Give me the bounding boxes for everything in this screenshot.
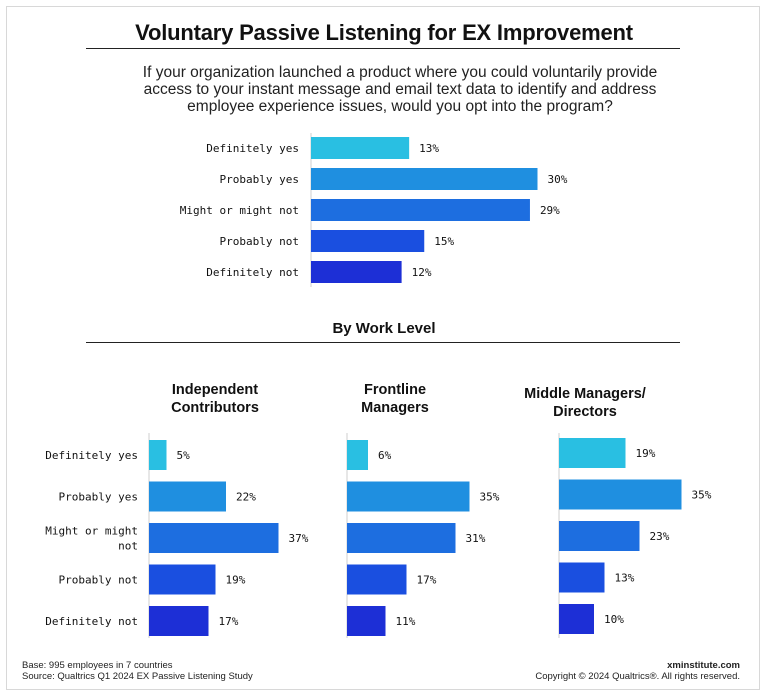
- bar: [559, 479, 682, 510]
- bar: [347, 440, 368, 470]
- data-label: 13%: [419, 142, 439, 155]
- category-label: Probably not: [59, 574, 138, 587]
- bar: [347, 523, 456, 553]
- data-label: 11%: [396, 615, 416, 628]
- data-label: 12%: [412, 266, 432, 279]
- panel-title-line: Directors: [553, 404, 617, 420]
- category-label: Definitely not: [45, 615, 138, 628]
- data-label: 17%: [219, 615, 239, 628]
- panel-title-independent-contributors: Independent Contributors: [140, 381, 290, 417]
- category-label: Definitely yes: [45, 449, 138, 462]
- footer-base: Base: 995 employees in 7 countries: [22, 660, 173, 671]
- category-label: Might or might not: [45, 525, 138, 553]
- bar: [149, 523, 279, 553]
- data-label: 17%: [417, 574, 437, 587]
- bar: [149, 481, 226, 512]
- category-label: Probably yes: [59, 491, 138, 504]
- data-label: 23%: [650, 530, 670, 543]
- chart-title: Voluntary Passive Listening for EX Impro…: [135, 20, 633, 45]
- category-label: Definitely not: [206, 266, 299, 279]
- data-label: 22%: [236, 491, 256, 504]
- category-label: Probably not: [220, 235, 299, 248]
- bar: [559, 521, 640, 551]
- footer-brand: xminstitute.com: [667, 660, 740, 671]
- data-label: 35%: [480, 491, 500, 504]
- section-subtitle: By Work Level: [332, 320, 436, 337]
- panel-title-middle-managers: Middle Managers/ Directors: [510, 385, 660, 421]
- footer-source: Source: Qualtrics Q1 2024 EX Passive Lis…: [22, 671, 253, 682]
- title-divider: [86, 48, 680, 49]
- bar: [311, 199, 530, 221]
- bar: [347, 606, 386, 636]
- bar: [149, 440, 167, 470]
- panel-title-line: Frontline: [363, 382, 427, 398]
- bar: [559, 438, 626, 468]
- bar: [347, 564, 407, 595]
- footer-notes: Base: 995 employees in 7 countries Sourc…: [22, 660, 253, 682]
- category-label: Definitely yes: [206, 142, 299, 155]
- data-label: 5%: [177, 449, 191, 462]
- category-label: Probably yes: [220, 173, 299, 186]
- subtitle-divider: [86, 342, 680, 343]
- bar: [149, 606, 209, 636]
- category-label-line: Might or might: [45, 525, 138, 538]
- bar: [311, 261, 402, 283]
- chart-frame: [6, 6, 760, 690]
- footer-copyright: Copyright © 2024 Qualtrics®. All rights …: [535, 671, 740, 682]
- panel-title-line: Managers: [361, 400, 429, 416]
- bar: [559, 562, 605, 593]
- data-label: 31%: [466, 532, 486, 545]
- data-label: 13%: [615, 572, 635, 585]
- bar: [311, 230, 425, 252]
- data-label: 15%: [434, 235, 454, 248]
- bar: [149, 564, 216, 595]
- panel-title-line: Contributors: [171, 400, 259, 416]
- panel-title-line: Independent: [171, 382, 259, 398]
- data-label: 35%: [692, 489, 712, 502]
- data-label: 19%: [226, 574, 246, 587]
- data-label: 10%: [604, 613, 624, 626]
- footer-credits: xminstitute.com Copyright © 2024 Qualtri…: [535, 660, 740, 682]
- bar: [559, 604, 594, 634]
- data-label: 29%: [540, 204, 560, 217]
- data-label: 19%: [636, 447, 656, 460]
- data-label: 6%: [378, 449, 392, 462]
- panel-title-line: Middle Managers/: [524, 386, 646, 402]
- category-label-line: not: [118, 540, 138, 553]
- category-label: Might or might not: [180, 204, 299, 217]
- survey-question: If your organization launched a product …: [142, 64, 658, 115]
- data-label: 30%: [548, 173, 568, 186]
- panel-title-frontline-managers: Frontline Managers: [330, 381, 460, 417]
- data-label: 37%: [289, 532, 309, 545]
- bar: [311, 168, 538, 190]
- bar: [347, 481, 470, 512]
- bar: [311, 137, 410, 159]
